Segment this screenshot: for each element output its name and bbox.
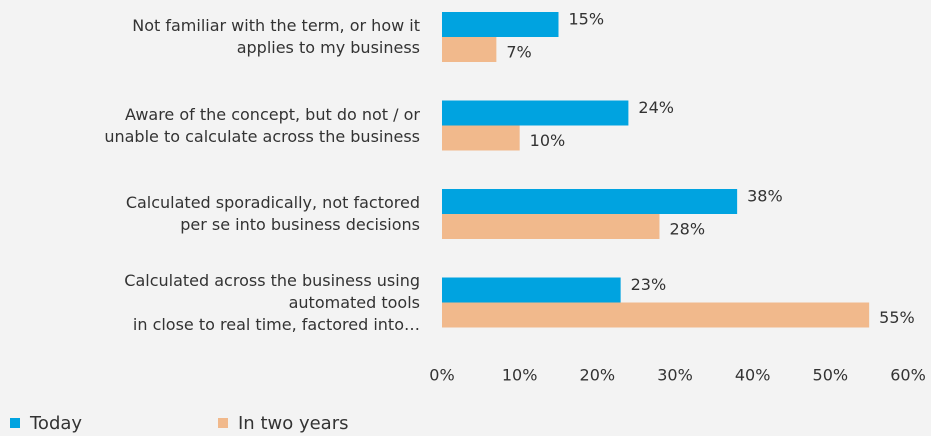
x-tick-label: 50% (813, 366, 849, 385)
x-tick-label: 0% (429, 366, 454, 385)
x-tick-label: 30% (657, 366, 693, 385)
value-label: 7% (506, 43, 531, 62)
value-label: 15% (569, 10, 605, 29)
legend-label: Today (29, 413, 82, 434)
x-tick-label: 10% (502, 366, 538, 385)
category-label: Calculated sporadically, not factored pe… (125, 193, 420, 234)
legend-swatch (10, 418, 20, 428)
legend-label: In two years (238, 413, 349, 434)
bar (442, 37, 497, 62)
value-label: 38% (747, 187, 783, 206)
value-label: 24% (638, 98, 674, 117)
bar (442, 302, 870, 328)
x-tick-label: 20% (580, 366, 616, 385)
legend-swatch (218, 418, 228, 428)
value-label: 28% (669, 220, 705, 239)
category-label: Aware of the concept, but do not / or un… (104, 104, 420, 146)
x-tick-label: 40% (735, 366, 771, 385)
value-label: 55% (879, 308, 915, 327)
value-label: 10% (530, 131, 566, 150)
category-label: Calculated across the business using aut… (124, 270, 420, 334)
value-label: 23% (631, 275, 667, 294)
bar (442, 100, 629, 126)
bar (442, 125, 520, 151)
bar (442, 214, 660, 239)
x-tick-label: 60% (890, 366, 926, 385)
category-label: Not familiar with the term, or how it ap… (132, 16, 420, 57)
bar (442, 277, 621, 303)
bar (442, 12, 559, 37)
bar (442, 189, 738, 214)
